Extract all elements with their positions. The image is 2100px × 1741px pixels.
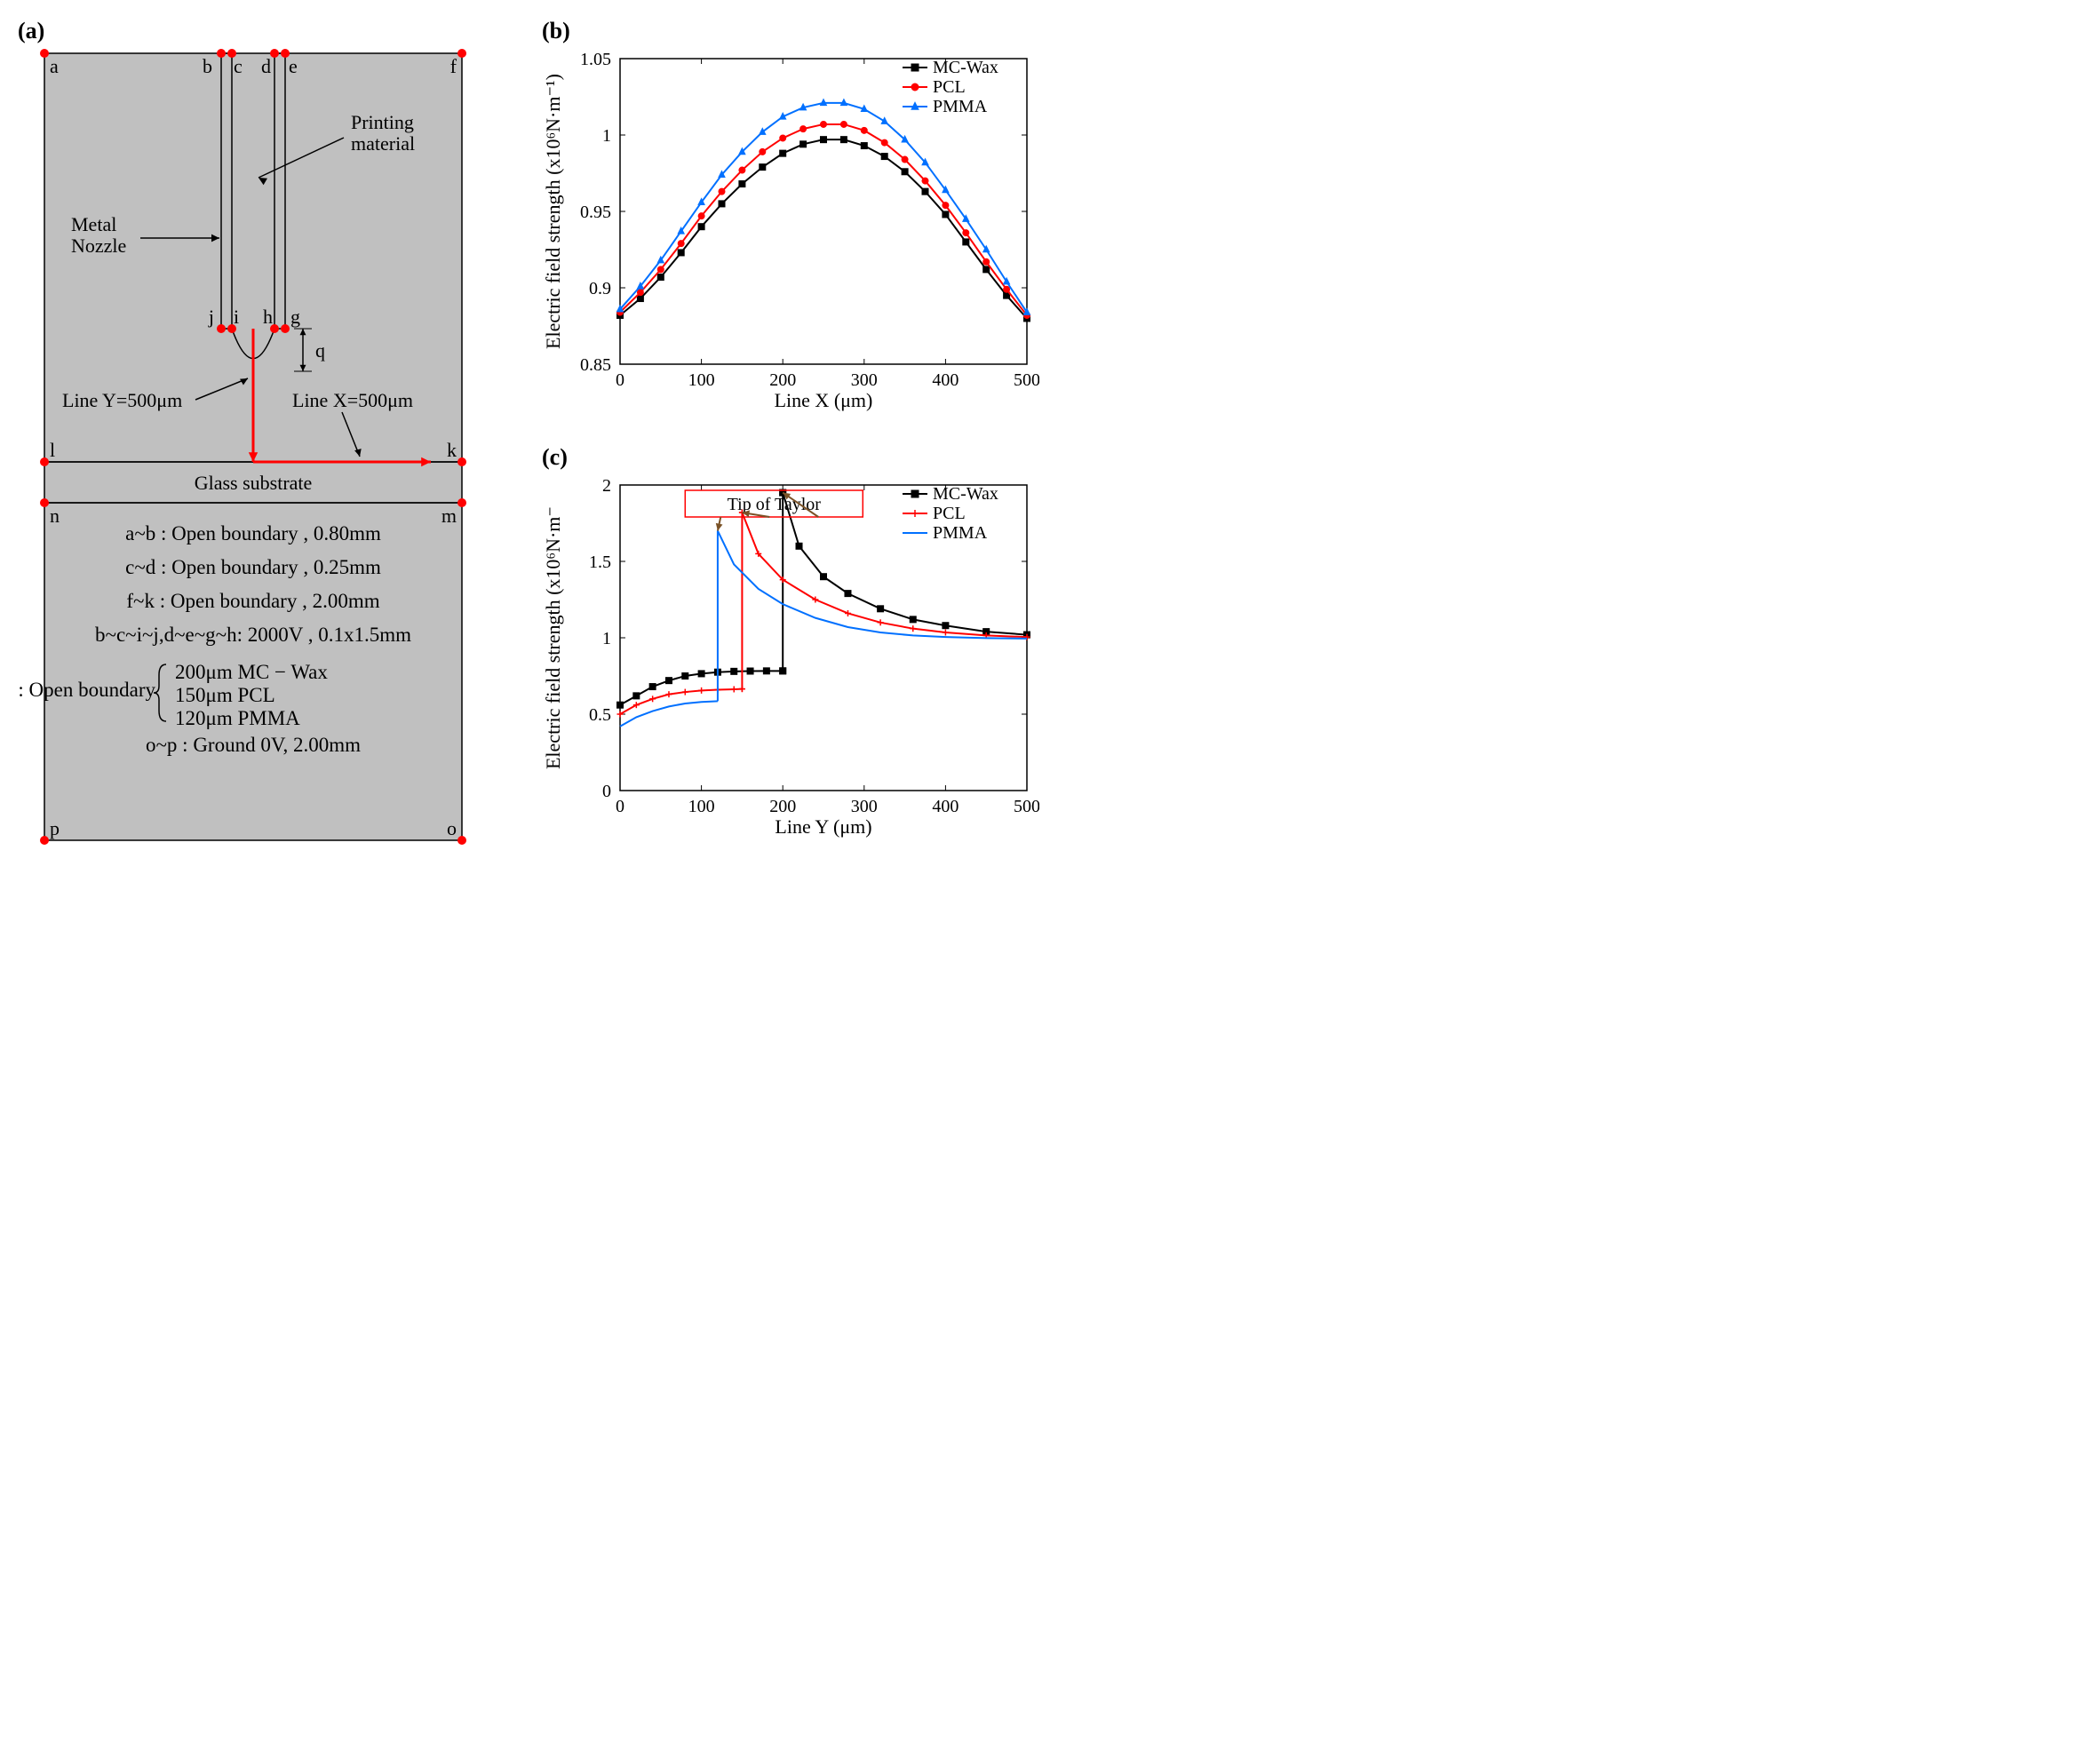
svg-text:200μm MC − Wax: 200μm MC − Wax [175,661,328,683]
svg-text:Line X (μm): Line X (μm) [775,389,873,411]
svg-text:0: 0 [602,782,611,801]
svg-text:h: h [263,306,273,328]
svg-text:Line Y=500μm: Line Y=500μm [62,389,182,411]
svg-text:MC-Wax: MC-Wax [933,58,998,77]
svg-text:200: 200 [769,797,796,816]
svg-text:k: k [447,439,457,461]
svg-text:e: e [289,55,298,77]
svg-text:d: d [261,55,271,77]
svg-text:Glass substrate: Glass substrate [195,472,313,494]
svg-text:c: c [234,55,243,77]
svg-text:g: g [290,306,300,328]
svg-text:a~b : Open boundary , 0.80mm: a~b : Open boundary , 0.80mm [125,522,381,545]
svg-text:b~c~i~j,d~e~g~h: 2000V , 0.1x1: b~c~i~j,d~e~g~h: 2000V , 0.1x1.5mm [95,624,411,646]
svg-text:o: o [447,817,457,839]
panel-a: (a) a bcde f ji hg l k n m p o Printingmaterial Meta… [18,18,515,870]
svg-text:100: 100 [688,370,715,390]
svg-text:Electric field strength (x10⁶N: Electric field strength (x10⁶N·m⁻ [542,506,564,769]
svg-text:Printing: Printing [351,111,414,133]
svg-text:0.5: 0.5 [589,705,611,725]
svg-text:Electric field strength (x10⁶N: Electric field strength (x10⁶N·m⁻¹) [542,74,564,349]
svg-text:100: 100 [688,797,715,816]
chart-c-svg: 0 100 200 300 400 500 0 0.5 1 1.5 2 Line Y (μm) Elec… [542,471,1039,844]
svg-text:1: 1 [602,126,611,146]
svg-text:PMMA: PMMA [933,97,988,116]
svg-text:c~d : Open boundary , 0.25mm: c~d : Open boundary , 0.25mm [125,556,381,578]
svg-text:b: b [203,55,212,77]
svg-text:400: 400 [932,370,959,390]
svg-text:p: p [50,817,60,839]
panel-b-label: (b) [542,18,1057,44]
panel-c-label: (c) [542,444,1057,471]
svg-text:l: l [50,439,55,461]
svg-text:Tip of Taylor: Tip of Taylor [728,495,822,514]
svg-text:300: 300 [851,370,878,390]
svg-text:0.85: 0.85 [580,355,611,375]
svg-text:0.95: 0.95 [580,203,611,222]
svg-text:2: 2 [602,476,611,496]
svg-text:500: 500 [1014,797,1039,816]
panel-a-label: (a) [18,18,515,44]
svg-text:Line Y (μm): Line Y (μm) [775,815,871,838]
svg-text:120μm PMMA: 120μm PMMA [175,707,300,729]
svg-text:m: m [441,505,457,527]
diagram-svg: a bcde f ji hg l k n m p o Printingmaterial MetalNoz… [18,44,489,870]
svg-text:200: 200 [769,370,796,390]
svg-text:o~p : Ground 0V, 2.00mm: o~p : Ground 0V, 2.00mm [146,734,361,756]
chart-b-svg: 0 100 200 300 400 500 0.85 0.9 0.95 1 1.05 Line X (… [542,44,1039,417]
svg-text:i: i [234,306,239,328]
svg-text:material: material [351,132,415,155]
svg-text:Line X=500μm: Line X=500μm [292,389,413,411]
svg-text:0.9: 0.9 [589,279,611,298]
svg-text:500: 500 [1014,370,1039,390]
svg-text:Metal: Metal [71,213,116,235]
svg-text:f~k : Open boundary , 2.00mm: f~k : Open boundary , 2.00mm [126,590,379,612]
svg-text:n: n [50,505,60,527]
figure-root: (a) a bcde f ji hg l k n m p o Printingmaterial Meta… [18,18,2082,870]
svg-text:f: f [450,55,457,77]
svg-text:PCL: PCL [933,77,966,97]
svg-text:PCL: PCL [933,504,966,523]
svg-text:150μm PCL: 150μm PCL [175,684,275,706]
svg-text:400: 400 [932,797,959,816]
svg-text:PMMA: PMMA [933,523,988,543]
panel-c: (c) 0 100 200 300 400 500 0 0.5 1 1.5 2 Line Y (μm)… [542,444,1057,844]
svg-text:0: 0 [616,370,624,390]
svg-text:q: q [315,339,325,362]
svg-text:q : Open boundary: q : Open boundary [18,679,155,701]
svg-text:300: 300 [851,797,878,816]
svg-text:0: 0 [616,797,624,816]
panel-b: (b) 0 100 200 300 400 500 0.85 0.9 0.95 1 1.05 Line… [542,18,1057,417]
svg-text:MC-Wax: MC-Wax [933,484,998,504]
svg-text:Nozzle: Nozzle [71,235,126,257]
svg-text:1.5: 1.5 [589,553,611,572]
svg-text:1: 1 [602,629,611,648]
right-column: (b) 01002003004005000.850.90.9511.05Line… [542,18,1057,844]
svg-text:1.05: 1.05 [580,50,611,69]
svg-text:j: j [208,306,214,328]
svg-text:a: a [50,55,59,77]
